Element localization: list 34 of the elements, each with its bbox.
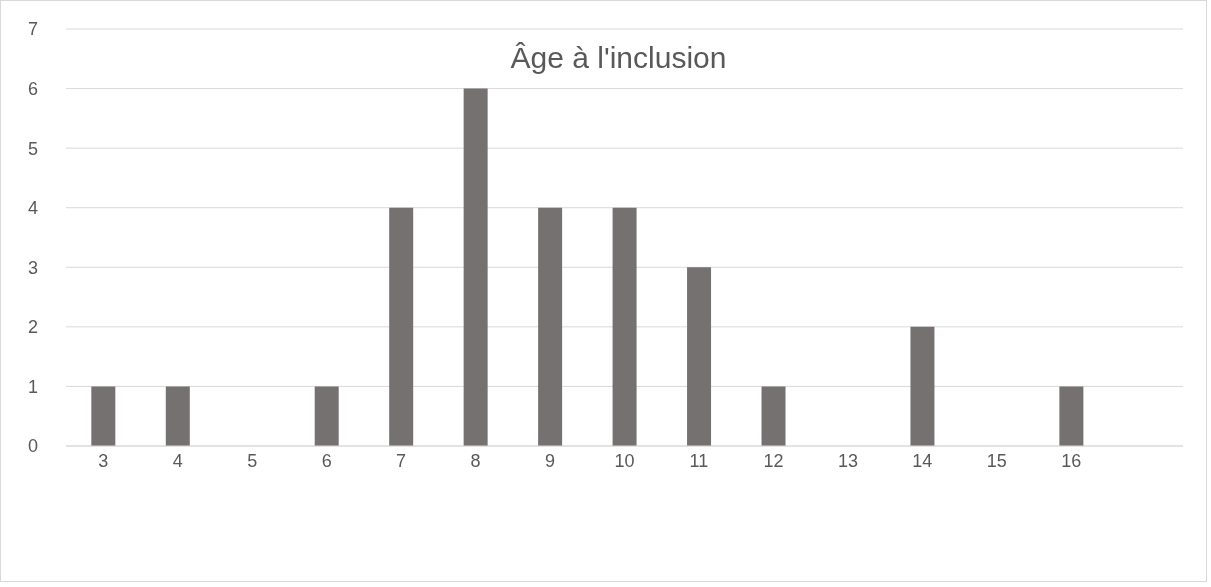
bar xyxy=(1059,386,1084,446)
chart-title: Âge à l'inclusion xyxy=(509,41,728,75)
x-tick-label: 10 xyxy=(614,450,635,471)
y-tick-label: 4 xyxy=(28,198,39,219)
bar xyxy=(761,386,786,446)
x-tick-label: 9 xyxy=(545,450,556,471)
bar xyxy=(612,207,637,446)
y-tick-label: 0 xyxy=(28,436,39,457)
y-tick-label: 6 xyxy=(28,78,39,99)
bar xyxy=(91,386,116,446)
x-tick-label: 16 xyxy=(1061,450,1082,471)
x-tick-label: 4 xyxy=(172,450,183,471)
bar xyxy=(389,207,414,446)
x-tick-label: 3 xyxy=(98,450,109,471)
y-tick-label: 2 xyxy=(28,317,39,338)
x-tick-label: 7 xyxy=(396,450,407,471)
bar xyxy=(538,207,563,446)
x-tick-label: 5 xyxy=(247,450,258,471)
x-tick-label: 6 xyxy=(321,450,332,471)
y-tick-label: 7 xyxy=(28,19,39,40)
y-tick-label: 5 xyxy=(28,138,39,159)
x-tick-label: 14 xyxy=(912,450,933,471)
x-tick-label: 8 xyxy=(470,450,481,471)
x-tick-label: 11 xyxy=(689,450,709,471)
bar xyxy=(314,386,339,446)
bar xyxy=(910,326,935,446)
bar xyxy=(687,267,712,446)
y-tick-label: 3 xyxy=(28,257,39,278)
x-tick-label: 13 xyxy=(837,450,858,471)
x-tick-label: 12 xyxy=(763,450,784,471)
bar xyxy=(165,386,190,446)
bar xyxy=(463,88,488,446)
x-tick-label: 15 xyxy=(986,450,1007,471)
y-tick-label: 1 xyxy=(28,376,39,397)
